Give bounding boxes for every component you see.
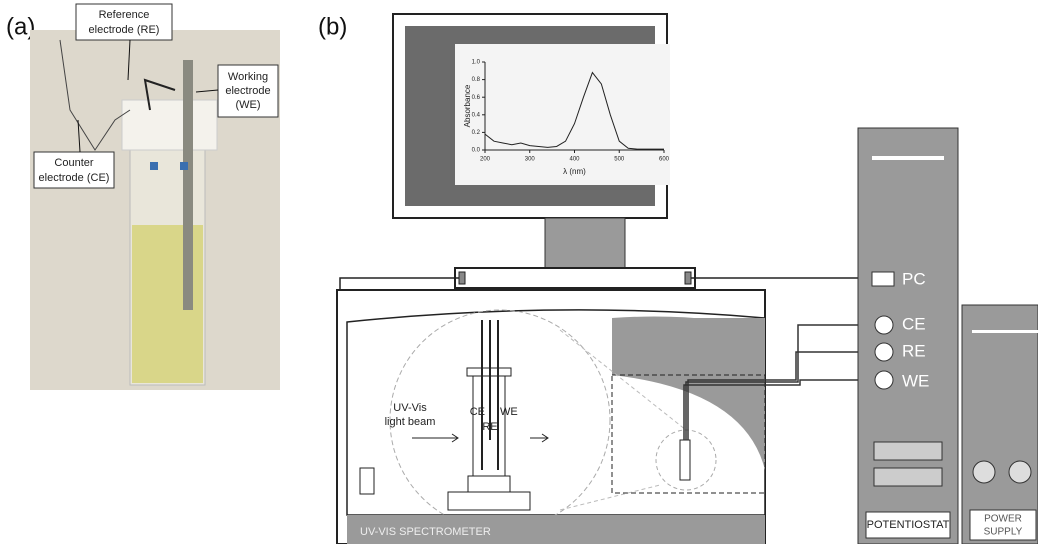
working-electrode [183,60,193,310]
pc-port [872,272,894,286]
slot [972,330,1038,333]
figure: (a) Reference electrode (RE) Working ele… [0,0,1038,544]
power-supply [962,305,1038,544]
display [874,468,942,486]
callout: Counter [54,157,93,169]
port-label: PC [902,269,926,288]
monitor-stand [545,218,625,268]
y-axis-title: Absorbance [463,84,472,127]
callout: (WE) [235,99,260,111]
panel-label: (b) [318,13,347,40]
beam-label: light beam [385,416,436,428]
y-tick-label: 0.6 [472,95,481,101]
holder-base [448,492,530,510]
marker [180,162,188,170]
y-tick-label: 0.4 [472,112,481,118]
x-tick-label: 300 [525,157,536,163]
callout: electrode (RE) [89,24,160,36]
cell-label: CE [470,406,485,418]
knob [1009,461,1031,483]
x-tick-label: 400 [569,157,580,163]
plot-panel [455,44,670,185]
port-label: CE [902,314,926,333]
chamber-shade [612,318,765,375]
y-tick-label: 0.2 [472,130,481,136]
callout: Working [228,71,268,83]
x-tick-label: 200 [480,157,491,163]
mini-cell [680,440,690,480]
callout: electrode [225,85,270,97]
port [360,468,374,494]
display [874,442,942,460]
cell-label: RE [482,421,497,433]
callout: Reference [99,9,150,21]
x-axis-title: λ (nm) [563,167,586,176]
connector [685,272,691,284]
knob [973,461,995,483]
cap [122,100,217,150]
holder [468,476,510,492]
connector [459,272,465,284]
unit-label: SUPPLY [984,527,1023,538]
y-tick-label: 0.8 [472,77,481,83]
x-tick-label: 600 [659,157,670,163]
unit-label: POWER [984,514,1022,525]
port [875,316,893,334]
x-tick-label: 500 [614,157,625,163]
y-tick-label: 1.0 [472,60,481,66]
port-label: WE [902,371,929,390]
callout: electrode (CE) [39,172,110,184]
y-tick-label: 0.0 [472,148,481,154]
port [875,371,893,389]
beam-label: UV-Vis [393,402,427,414]
keyboard [455,268,695,288]
cell-label: WE [500,406,518,418]
slot [872,156,944,160]
port [875,343,893,361]
marker [150,162,158,170]
port-label: RE [902,341,926,360]
unit-label: UV-VIS SPECTROMETER [360,526,491,538]
unit-label: POTENTIOSTAT [867,519,950,531]
